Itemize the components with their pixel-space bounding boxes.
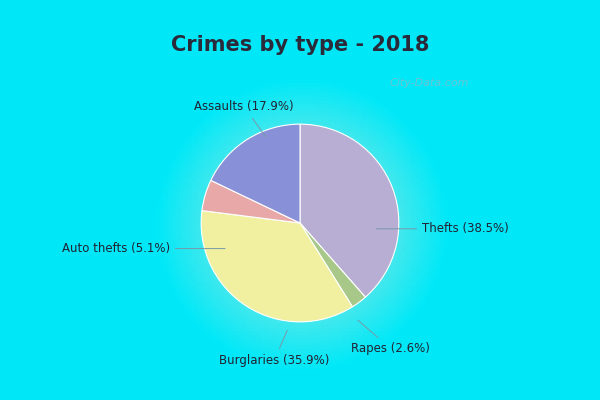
Wedge shape bbox=[211, 124, 300, 223]
Text: Thefts (38.5%): Thefts (38.5%) bbox=[376, 222, 509, 235]
Text: Auto thefts (5.1%): Auto thefts (5.1%) bbox=[62, 242, 225, 255]
Wedge shape bbox=[201, 211, 352, 322]
Text: City-Data.com: City-Data.com bbox=[389, 78, 469, 88]
Text: Assaults (17.9%): Assaults (17.9%) bbox=[194, 100, 294, 137]
Text: Burglaries (35.9%): Burglaries (35.9%) bbox=[219, 330, 329, 367]
Text: Crimes by type - 2018: Crimes by type - 2018 bbox=[171, 35, 429, 55]
Wedge shape bbox=[300, 223, 365, 307]
Wedge shape bbox=[300, 124, 399, 297]
Text: Rapes (2.6%): Rapes (2.6%) bbox=[351, 320, 430, 355]
Wedge shape bbox=[202, 180, 300, 223]
